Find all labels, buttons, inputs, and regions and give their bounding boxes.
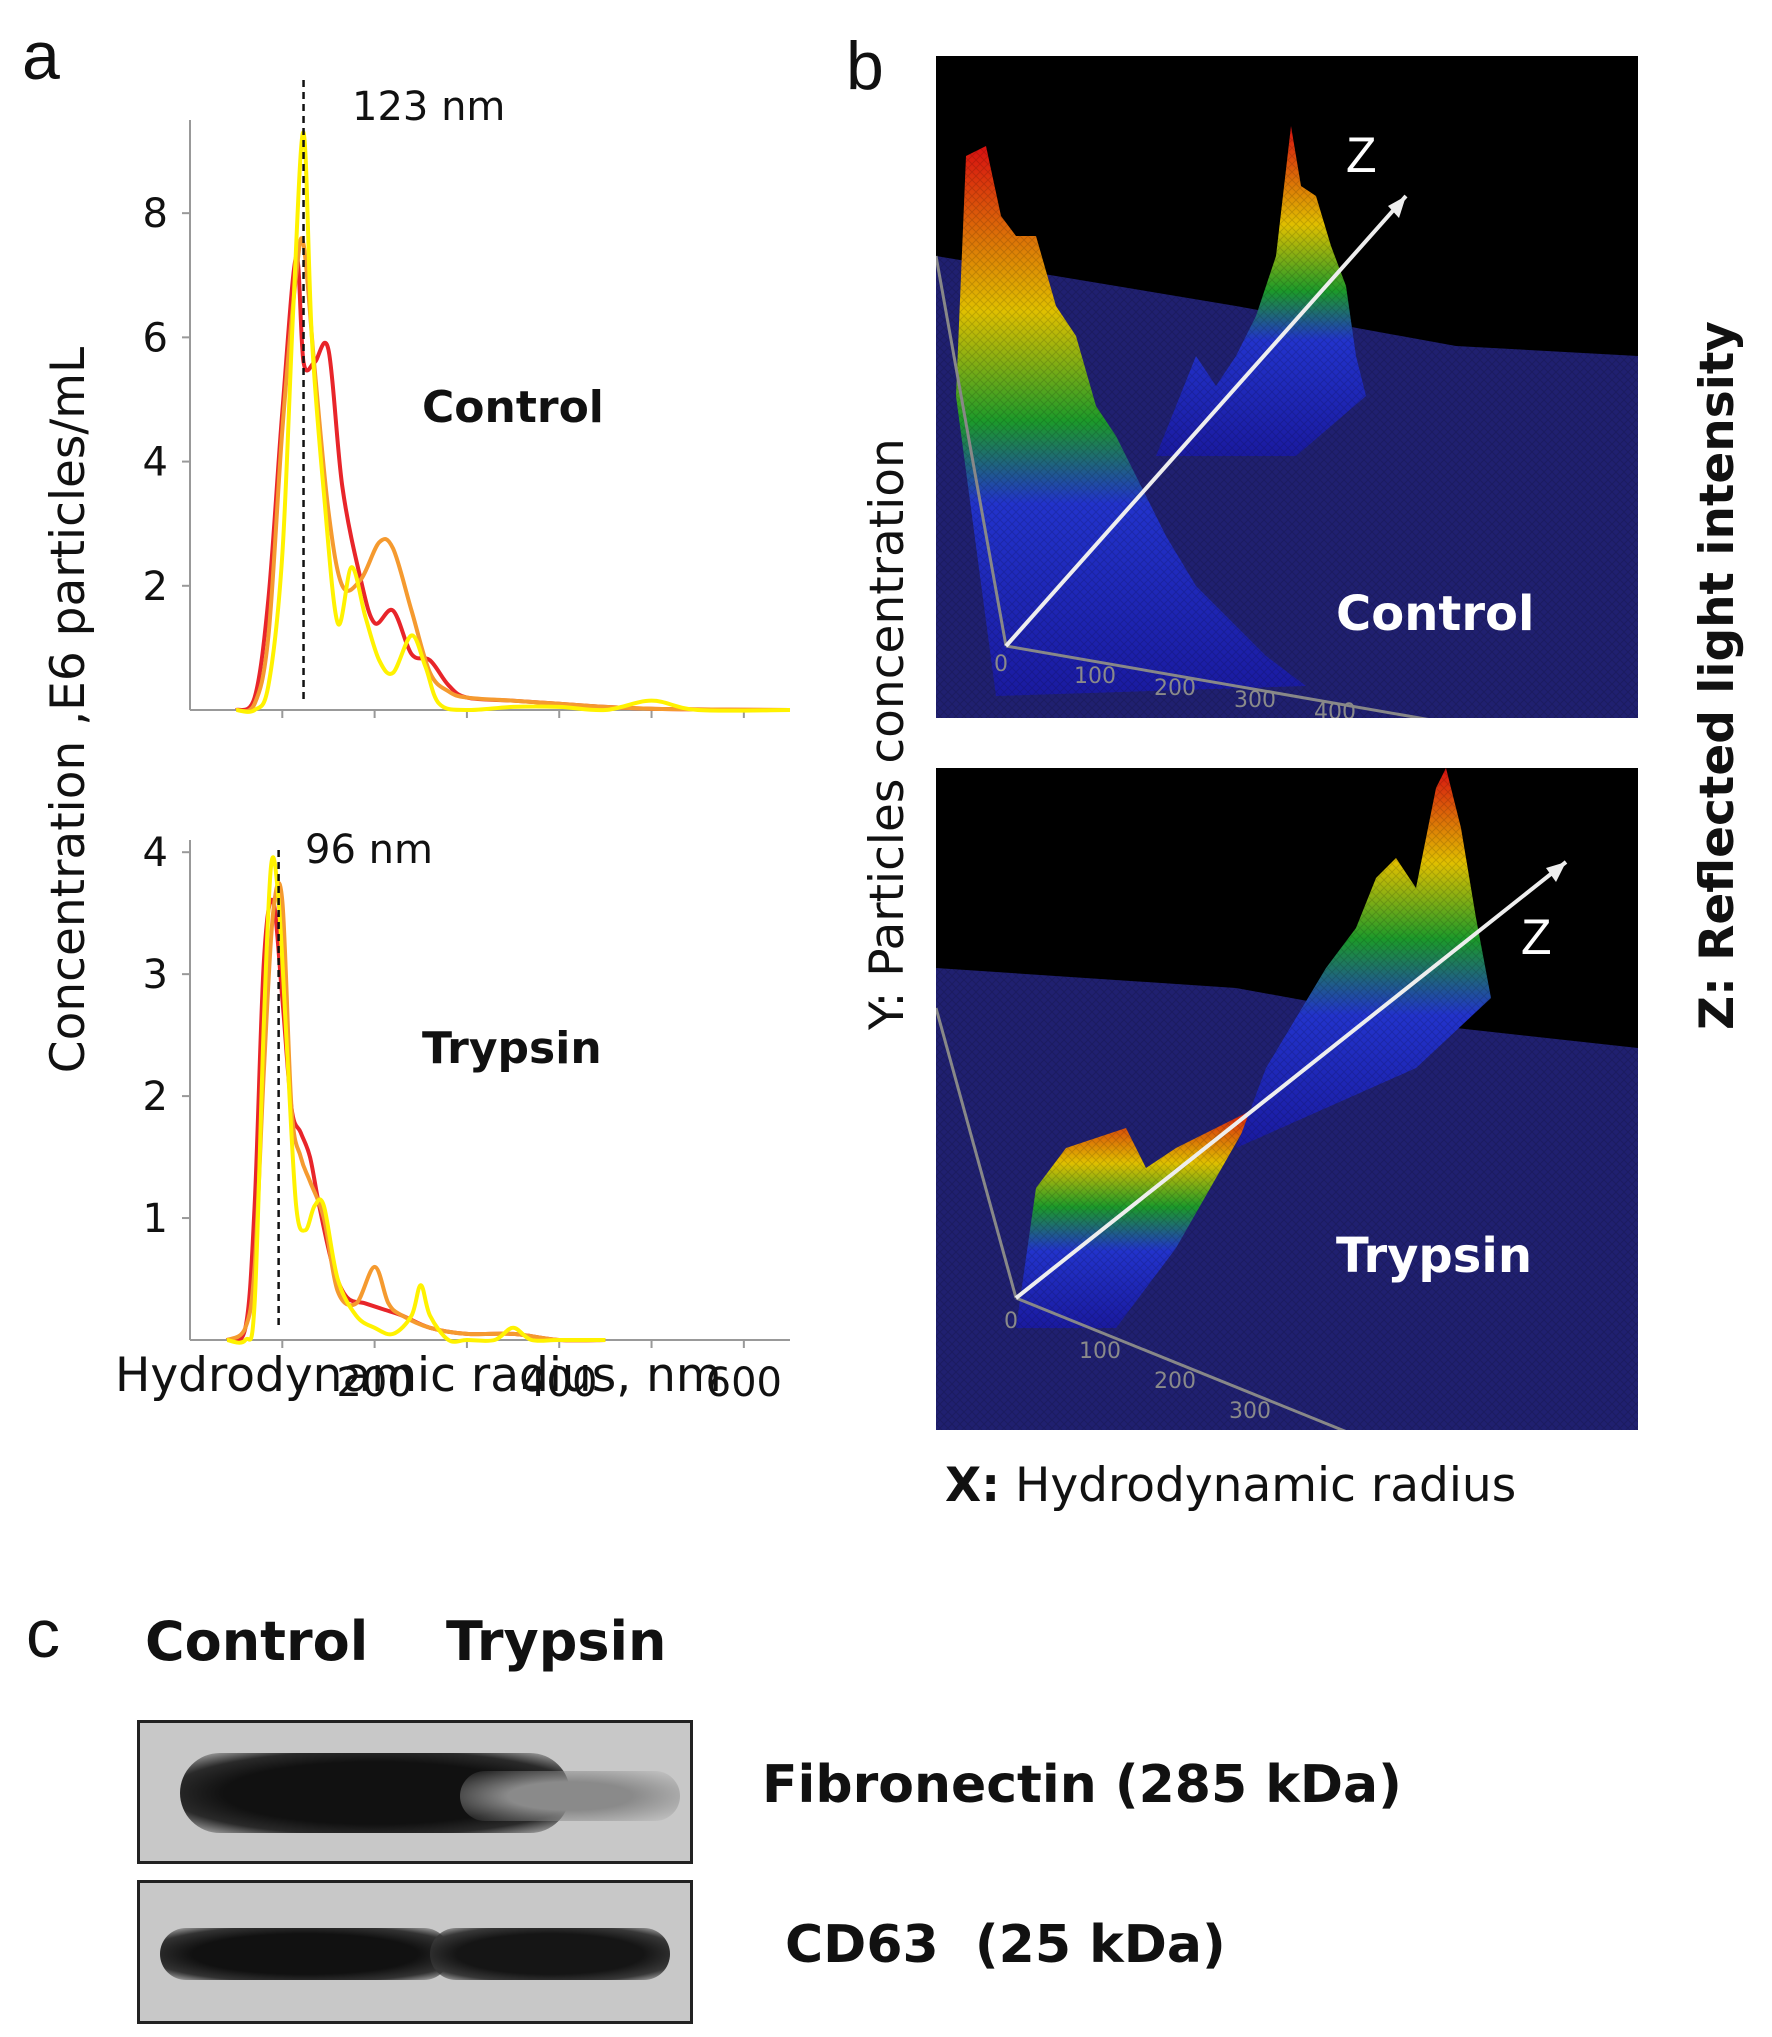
surface-label-trypsin: Trypsin <box>1336 1228 1532 1284</box>
z-marker-trypsin: Z <box>1521 909 1552 965</box>
surface-tick-label: 0 <box>1004 1309 1018 1334</box>
y-tick-label: 1 <box>143 1196 168 1242</box>
series-line-2 <box>235 130 791 714</box>
z-axis-arrow-control <box>1004 194 1408 648</box>
peak-annotation: 96 nm <box>305 827 433 873</box>
band-fibronectin-trypsin <box>460 1771 680 1821</box>
lane-header-trypsin: Trypsin <box>446 1610 667 1673</box>
panel-b-zlabel: Z: Reflected light intensity <box>1690 321 1745 1030</box>
y-tick-label: 4 <box>143 830 168 876</box>
chart-trypsin: 1 2 3 4 200 400 600 96 nm Trypsin <box>143 827 790 1406</box>
series-line-1 <box>235 236 791 714</box>
band-label-fibronectin: Fibronectin (285 kDa) <box>762 1755 1402 1815</box>
peak-annotation: 123 nm <box>352 84 505 130</box>
surface-tick-label: 200 <box>1154 1369 1196 1394</box>
panel-b-xlabel-text: Hydrodynamic radius <box>1000 1458 1517 1513</box>
condition-label: Control <box>422 382 604 433</box>
band-label-cd63: CD63 (25 kDa) <box>785 1915 1226 1975</box>
panel-a-xlabel: Hydrodynamic radius, nm <box>115 1348 722 1403</box>
x-tick-label: 400 <box>521 1360 597 1406</box>
y-tick-label: 6 <box>143 315 168 361</box>
lane-header-control: Control <box>145 1610 369 1673</box>
surface-tick-label: 200 <box>1154 676 1196 701</box>
z-marker-control: Z <box>1346 127 1377 183</box>
y-tick-label: 3 <box>143 952 168 998</box>
panel-b-ylabel: Y: Particles concentration <box>860 438 915 1030</box>
chart-control: 2 4 6 8 123 nm Control <box>143 80 791 718</box>
panel-letter-a: a <box>22 18 60 94</box>
series-line-2 <box>226 855 606 1345</box>
panel-letter-c: c <box>26 1596 60 1672</box>
z-axis-arrow-trypsin <box>1014 860 1568 1300</box>
surface-plot-control: 0 100 200 300 400 Z Control <box>934 56 1639 758</box>
panel-a-ylabel: Concentration ,E6 particles/mL <box>41 346 96 1074</box>
y-tick-label: 4 <box>143 440 168 486</box>
surface-label-control: Control <box>1336 586 1535 642</box>
band-cd63-control <box>160 1928 450 1980</box>
y-tick-label: 2 <box>143 1074 168 1120</box>
blot-fibronectin <box>137 1720 693 1864</box>
panel-a-charts: 2 4 6 8 123 nm Control 1 2 3 4 200 400 600 96 nm Tryp… <box>143 80 791 1406</box>
panel-letter-b: b <box>846 28 884 104</box>
y-tick-label: 8 <box>143 191 168 237</box>
panel-b-xlabel-prefix: X: <box>945 1458 1001 1513</box>
band-cd63-trypsin <box>430 1928 670 1980</box>
x-tick-label: 600 <box>706 1360 782 1406</box>
surface-plot-trypsin: 0 100 200 300 Z Trypsin <box>934 768 1638 1470</box>
surface-tick-label: 300 <box>1234 688 1276 713</box>
x-tick-label: 200 <box>336 1360 412 1406</box>
surface-tick-label: 300 <box>1229 1399 1271 1424</box>
panel-b-zlabel-text: Z: Reflected light intensity <box>1690 321 1745 1030</box>
blot-cd63 <box>137 1880 693 2024</box>
condition-label: Trypsin <box>422 1023 602 1074</box>
surface-tick-label: 400 <box>1314 700 1356 718</box>
series-line-0 <box>235 254 791 713</box>
surface-tick-label: 100 <box>1074 664 1116 689</box>
panel-b-xlabel: X: Hydrodynamic radius <box>945 1458 1516 1513</box>
y-tick-label: 2 <box>143 564 168 610</box>
surface-tick-label: 100 <box>1079 1339 1121 1364</box>
surface-tick-label: 0 <box>994 652 1008 677</box>
